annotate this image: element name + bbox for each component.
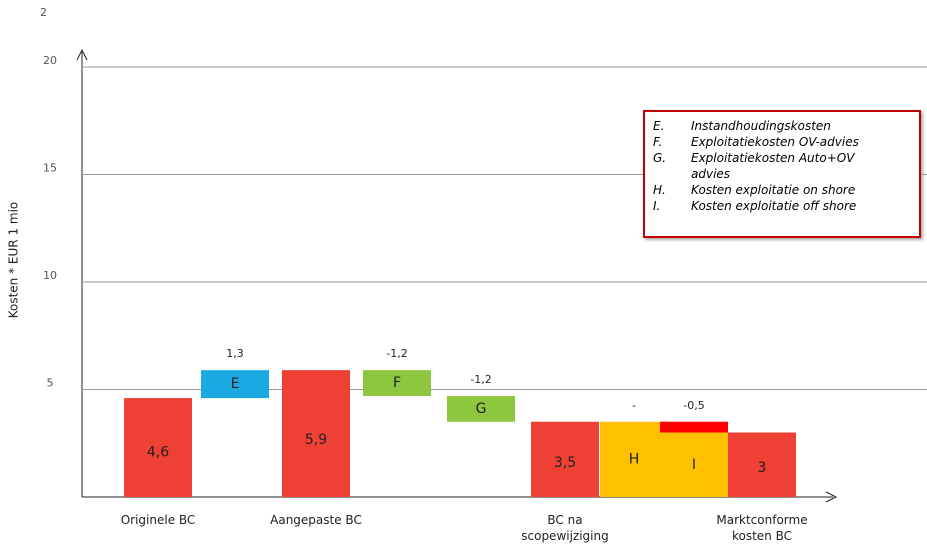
legend-item: H. Kosten exploitatie on shore — [653, 182, 911, 198]
base-bar — [600, 421, 668, 497]
legend-key: F. — [653, 135, 663, 149]
x-tick-label: Originele BC — [120, 513, 196, 527]
value-label: -1,2 — [386, 347, 407, 360]
bar-label: F — [393, 375, 401, 391]
x-tick-label: BC na scopewijziging — [521, 513, 609, 543]
value-label: 3 — [758, 460, 767, 476]
y-axis-title: Kosten * EUR 1 mio — [7, 202, 21, 319]
value-label: 4,6 — [147, 444, 169, 460]
legend-text: Exploitatiekosten OV-advies — [691, 135, 859, 149]
bar-label: G — [476, 401, 487, 417]
legend-text: Instandhoudingskosten — [691, 119, 831, 133]
bar — [201, 370, 269, 399]
legend-item: I. Kosten exploitatie off shore — [653, 198, 911, 214]
base-bar — [660, 432, 728, 497]
x-axis-arrow — [825, 491, 838, 503]
bar — [447, 395, 515, 422]
x-tick-label: Aangepaste BC — [270, 513, 362, 527]
y-axis-arrow — [76, 48, 88, 61]
legend-key: I. — [653, 199, 661, 213]
bar — [728, 432, 796, 497]
legend-text: Kosten exploitatie on shore — [691, 183, 856, 197]
value-label: -0,5 — [683, 399, 704, 412]
legend-item: E. Instandhoudingskosten — [653, 118, 911, 134]
legend-item: G. Exploitatiekosten Auto+OV advies — [653, 150, 911, 182]
top-label: 2 — [40, 6, 47, 19]
bar-label: I — [692, 457, 696, 473]
legend-key: H. — [653, 183, 666, 197]
x-tick-label: Marktconforme kosten BC — [716, 513, 808, 543]
y-tick-label: 20 — [43, 54, 57, 67]
y-tick-label: 10 — [43, 269, 57, 282]
legend-key: G. — [653, 151, 667, 165]
legend-item: F. Exploitatiekosten OV-advies — [653, 134, 911, 150]
value-label: 1,3 — [226, 347, 244, 360]
y-tick-label: 15 — [43, 162, 57, 175]
legend-key: E. — [653, 119, 665, 133]
bar — [660, 421, 728, 433]
value-label: 5,9 — [305, 432, 327, 448]
value-label: 3,5 — [554, 455, 576, 471]
value-label: - — [632, 399, 636, 412]
legend: E. Instandhoudingskosten F. Exploitatiekost… — [643, 110, 921, 238]
bar — [531, 421, 599, 497]
value-label: -1,2 — [470, 373, 491, 386]
bar — [124, 398, 192, 497]
bar — [282, 370, 350, 497]
y-tick-label: 5 — [47, 377, 54, 390]
legend-text: Kosten exploitatie off shore — [691, 199, 857, 213]
bar-label: E — [231, 376, 240, 392]
legend-text: Exploitatiekosten Auto+OV advies — [691, 151, 855, 181]
bar — [363, 370, 431, 396]
bar-label: H — [629, 451, 640, 467]
